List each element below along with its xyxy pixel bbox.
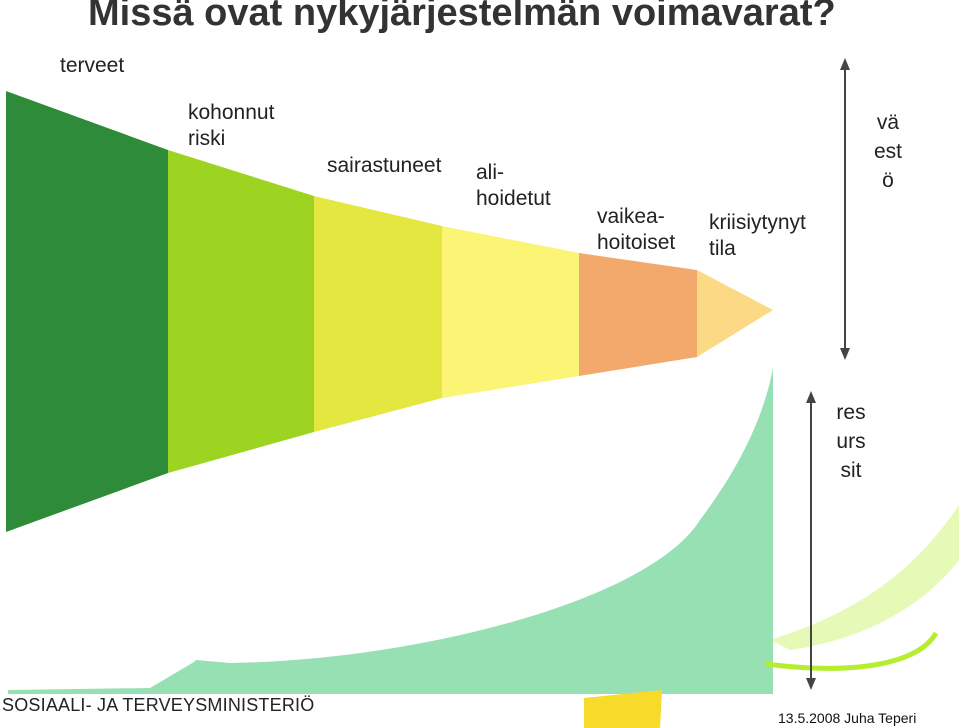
population-arrow	[840, 58, 850, 360]
label-resurssit: resurssit	[836, 401, 866, 482]
accent-swoosh	[770, 505, 959, 650]
segment-terveet	[6, 91, 168, 532]
label-vaesto: väestö	[873, 111, 902, 192]
label-sairastuneet: sairastuneet	[327, 154, 442, 177]
accent-swoosh-line	[765, 631, 939, 671]
accent-bar	[584, 690, 662, 728]
resources-area	[8, 368, 773, 694]
segment-kohonnut-riski	[168, 150, 314, 473]
label-vaikeahoitoiset: vaikea- hoitoiset	[597, 205, 676, 254]
label-alihoidetut: ali- hoidetut	[476, 161, 551, 210]
segment-vaikeahoitoiset	[579, 253, 697, 376]
segment-sairastuneet	[314, 196, 442, 432]
page-title: Missä ovat nykyjärjestelmän voimavarat?	[88, 0, 836, 34]
label-kohonnut-riski: kohonnut riski	[188, 101, 275, 150]
footer-date-author: 13.5.2008 Juha Teperi	[778, 710, 917, 726]
segment-alihoidetut	[442, 226, 579, 398]
label-kriisiytynyt-tila: kriisiytynyt tila	[709, 211, 806, 260]
ministry-logo-text: SOSIAALI- JA TERVEYSMINISTERIÖ	[2, 695, 315, 715]
resources-arrow	[806, 391, 816, 690]
label-terveet: terveet	[60, 54, 125, 77]
segment-kriisiytynyt-tila	[697, 270, 773, 357]
